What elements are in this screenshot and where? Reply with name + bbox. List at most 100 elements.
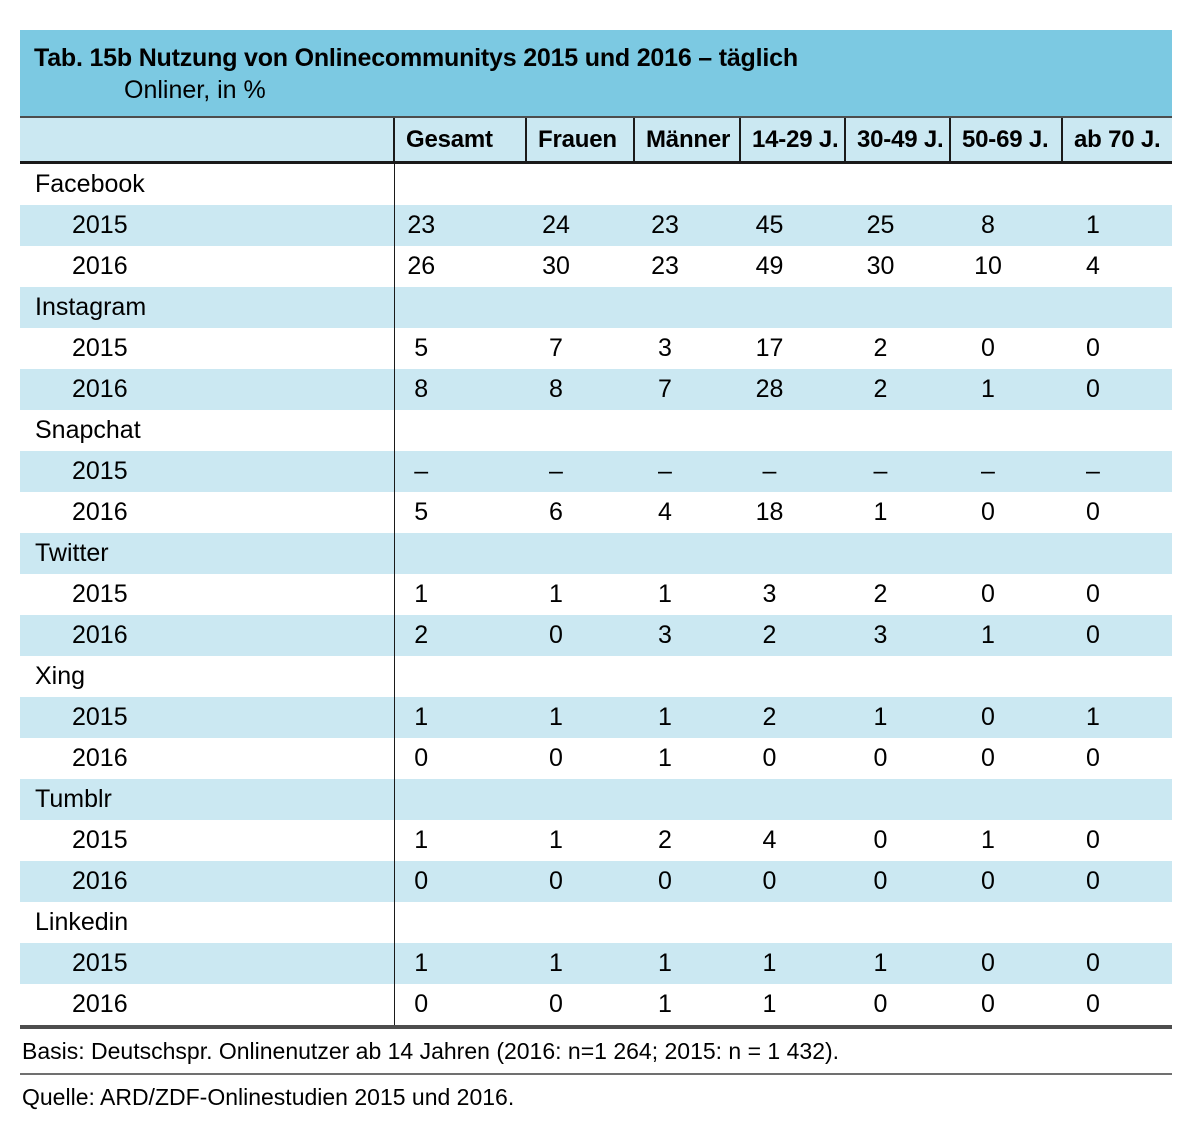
value-cell: 25 [845, 205, 950, 246]
year-row: 2015 23 24 23 45 25 8 1 [20, 205, 1172, 246]
value-cell: 2 [393, 615, 526, 656]
col-header-3: 14-29 J. [739, 118, 845, 164]
value-cell: 0 [1086, 580, 1100, 608]
value-cell [1062, 902, 1172, 943]
value-cell: 2 [658, 826, 672, 854]
year-row: 2016 8 8 7 28 2 1 0 [20, 369, 1172, 410]
value-cell: 0 [1086, 334, 1100, 362]
value-cell: 0 [549, 990, 563, 1018]
value-cell: – [393, 451, 526, 492]
year-row-label: 2016 [72, 252, 128, 280]
value-cell [393, 533, 526, 574]
value-cell [393, 656, 526, 697]
value-cell [740, 533, 845, 574]
value-cell: 8 [950, 205, 1062, 246]
value-cell [845, 779, 950, 820]
value-cell: 2 [845, 369, 950, 410]
value-cell [740, 410, 845, 451]
value-cell: 0 [873, 826, 888, 854]
value-cell: 1 [634, 943, 740, 984]
value-cell [1062, 779, 1172, 820]
value-cell: – [740, 451, 845, 492]
value-cell: 30 [542, 252, 570, 280]
platform-row-label: Xing [35, 662, 86, 690]
value-cell: 1 [1062, 697, 1172, 738]
value-cell: 1 [845, 697, 950, 738]
col-header-2: Männer [633, 118, 740, 164]
table-subtitle: Onliner, in % [124, 76, 266, 104]
platform-row-label: Instagram [20, 287, 394, 328]
value-cell: 1 [658, 580, 672, 608]
platform-row: Snapchat [20, 410, 1172, 451]
year-row-label: 2015 [72, 580, 128, 608]
value-cell: 0 [1086, 990, 1100, 1018]
value-cell [845, 533, 950, 574]
year-row: 2016 2 0 3 2 3 1 0 [20, 615, 1172, 656]
year-row: 2015 1 1 2 4 0 1 0 [20, 820, 1172, 861]
value-cell [526, 656, 634, 697]
value-cell: 4 [762, 826, 777, 854]
value-cell: 1 [950, 615, 1062, 656]
value-cell: 5 [393, 328, 526, 369]
col-header-0: Gesamt [393, 118, 526, 164]
value-cell: – [950, 451, 1062, 492]
value-cell [1062, 656, 1172, 697]
value-cell: 1 [873, 498, 888, 526]
value-cell: – [526, 451, 634, 492]
value-cell: 3 [658, 334, 672, 362]
value-cell: 1 [526, 697, 634, 738]
year-row-label: 2016 [20, 615, 394, 656]
value-cell [526, 287, 634, 328]
value-cell [526, 533, 634, 574]
value-cell: 18 [755, 498, 784, 526]
value-cell [526, 163, 634, 206]
col-header-6: ab 70 J. [1061, 118, 1172, 164]
value-cell: 10 [974, 252, 1002, 280]
value-cell: 8 [526, 369, 634, 410]
value-cell [950, 779, 1062, 820]
year-row-label: 2016 [72, 498, 128, 526]
value-cell: 1 [845, 943, 950, 984]
value-cell: 8 [393, 369, 526, 410]
data-table: Gesamt Frauen Männer 14-29 J. 30-49 J. 50-69 … [20, 118, 1172, 1029]
platform-row-label: Tumblr [20, 779, 394, 820]
platform-row: Xing [20, 656, 1172, 697]
year-row-label: 2016 [20, 369, 394, 410]
value-cell [526, 779, 634, 820]
value-cell: 1 [762, 990, 777, 1018]
value-cell [845, 656, 950, 697]
value-cell: 0 [740, 861, 845, 902]
value-cell: 0 [526, 861, 634, 902]
value-cell: 2 [873, 580, 888, 608]
col-header-4: 30-49 J. [844, 118, 950, 164]
value-cell [393, 287, 526, 328]
value-cell: 7 [634, 369, 740, 410]
value-cell: 28 [740, 369, 845, 410]
year-row: 2015 1 1 1 3 2 0 0 [20, 574, 1172, 615]
value-cell: 0 [873, 990, 888, 1018]
value-cell: 0 [873, 744, 888, 772]
col-header-blank [20, 118, 394, 164]
value-cell: 0 [950, 697, 1062, 738]
value-cell [950, 533, 1062, 574]
value-cell: 1 [393, 574, 526, 615]
value-cell [845, 287, 950, 328]
value-cell [740, 779, 845, 820]
value-cell: 1 [658, 990, 672, 1018]
basis-footnote: Basis: Deutschspr. Onlinenutzer ab 14 Ja… [20, 1029, 1172, 1075]
value-cell [845, 410, 950, 451]
year-row-label: 2015 [20, 697, 394, 738]
value-cell: 24 [526, 205, 634, 246]
platform-row: Instagram [20, 287, 1172, 328]
value-cell: 0 [1086, 826, 1100, 854]
value-cell: 0 [1062, 943, 1172, 984]
year-row: 2016 5 6 4 18 1 0 0 [20, 492, 1172, 533]
value-cell: 0 [950, 861, 1062, 902]
value-cell: 5 [393, 492, 526, 533]
value-cell: 49 [755, 252, 784, 280]
platform-row: Linkedin [20, 902, 1172, 943]
platform-row-label: Facebook [35, 170, 145, 198]
table-title: Tab. 15b Nutzung von Onlinecommunitys 20… [34, 44, 798, 72]
platform-row-label: Twitter [20, 533, 394, 574]
value-cell [634, 533, 740, 574]
